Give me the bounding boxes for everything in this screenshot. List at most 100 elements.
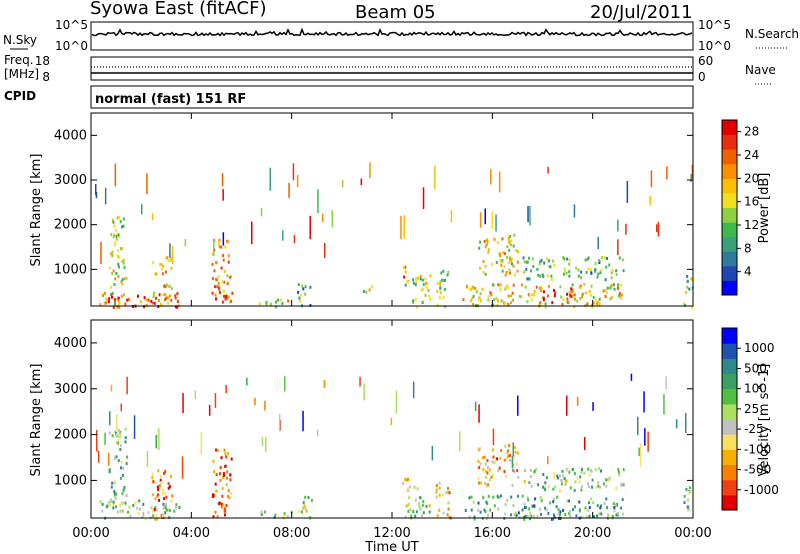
echo-cell bbox=[153, 301, 156, 305]
echo-cell bbox=[215, 297, 217, 301]
echo-streak bbox=[650, 170, 653, 188]
echo-cell bbox=[223, 509, 226, 513]
echo-cell bbox=[544, 302, 547, 306]
echo-streak bbox=[675, 419, 678, 429]
echo-cell bbox=[464, 509, 467, 512]
echo-cell bbox=[578, 509, 581, 513]
echo-cell bbox=[566, 257, 569, 261]
echo-cell bbox=[122, 466, 125, 470]
echo-cell bbox=[479, 462, 482, 466]
echo-streak bbox=[490, 169, 492, 185]
echo-cell bbox=[422, 283, 425, 286]
echo-cell bbox=[116, 441, 118, 445]
echo-cell bbox=[156, 485, 159, 489]
echo-cell bbox=[539, 301, 542, 305]
echo-streak bbox=[422, 187, 425, 209]
echo-cell bbox=[477, 501, 480, 505]
echo-cell bbox=[538, 507, 541, 511]
echo-cell bbox=[517, 250, 520, 254]
echo-cell bbox=[269, 302, 272, 306]
echo-cell bbox=[281, 301, 284, 305]
echo-streak bbox=[369, 162, 371, 179]
echo-cell bbox=[221, 494, 224, 498]
echo-cell bbox=[274, 513, 277, 517]
echo-streak bbox=[495, 214, 497, 232]
echo-cell bbox=[227, 254, 230, 258]
echo-cell bbox=[599, 271, 602, 274]
echo-cell bbox=[600, 268, 603, 272]
echo-cell bbox=[167, 482, 170, 486]
echo-cell bbox=[212, 459, 215, 463]
echo-cell bbox=[99, 303, 102, 307]
echo-streak bbox=[512, 442, 514, 456]
echo-cell bbox=[486, 465, 489, 469]
echo-cell bbox=[609, 297, 612, 301]
echo-streak bbox=[116, 414, 118, 431]
echo-cell bbox=[230, 299, 233, 303]
echo-streak bbox=[584, 437, 586, 451]
echo-cell bbox=[111, 218, 114, 222]
colorbar-segment bbox=[722, 178, 737, 194]
echo-cell bbox=[110, 293, 113, 297]
echo-cell bbox=[539, 286, 542, 290]
colorbar-segment bbox=[722, 265, 737, 281]
echo-cell bbox=[108, 470, 111, 474]
echo-cell bbox=[299, 299, 302, 303]
echo-cell bbox=[214, 293, 217, 297]
echo-cell bbox=[223, 294, 226, 298]
colorbar-segment bbox=[722, 449, 737, 465]
echo-cell bbox=[618, 256, 621, 260]
echo-cell bbox=[533, 472, 536, 475]
echo-cell bbox=[543, 261, 546, 265]
echo-cell bbox=[223, 473, 225, 477]
echo-cell bbox=[504, 287, 507, 291]
power-y-axis-label: Slant Range [km] bbox=[29, 154, 44, 267]
echo-cell bbox=[409, 508, 412, 512]
echo-cell bbox=[439, 280, 442, 284]
echo-cell bbox=[443, 287, 446, 291]
echo-cell bbox=[164, 511, 167, 515]
freq-right-tick-bottom: 0 bbox=[698, 70, 706, 84]
echo-cell bbox=[510, 301, 512, 304]
echo-cell bbox=[485, 475, 488, 479]
echo-cell bbox=[442, 278, 445, 282]
echo-cell bbox=[111, 292, 114, 296]
echo-cell bbox=[147, 298, 150, 302]
echo-streak bbox=[478, 404, 480, 423]
echo-cell bbox=[123, 293, 125, 297]
echo-cell bbox=[416, 305, 419, 309]
colorbar-tick-label: 4 bbox=[744, 265, 752, 279]
echo-cell bbox=[424, 294, 427, 297]
echo-cell bbox=[410, 514, 413, 518]
echo-streak bbox=[133, 415, 136, 439]
echo-cell bbox=[686, 274, 689, 278]
echo-streak bbox=[359, 376, 361, 387]
echo-cell bbox=[594, 468, 597, 472]
echo-cell bbox=[171, 494, 174, 498]
colorbar-segment bbox=[722, 236, 737, 252]
echo-cell bbox=[158, 498, 160, 502]
colorbar-segment bbox=[722, 419, 737, 435]
echo-cell bbox=[592, 295, 595, 299]
echo-streak bbox=[685, 413, 687, 433]
echo-cell bbox=[113, 243, 116, 247]
echo-cell bbox=[406, 487, 409, 491]
echo-cell bbox=[526, 514, 529, 518]
echo-cell bbox=[412, 510, 415, 514]
echo-streak bbox=[576, 396, 579, 406]
echo-cell bbox=[214, 510, 217, 514]
echo-cell bbox=[528, 481, 531, 485]
echo-cell bbox=[161, 263, 164, 267]
echo-cell bbox=[304, 495, 307, 499]
echo-streak bbox=[95, 183, 97, 196]
echo-cell bbox=[507, 294, 510, 298]
velocity-heatmap-cells bbox=[96, 373, 692, 521]
echo-cell bbox=[580, 515, 583, 519]
echo-cell bbox=[618, 292, 621, 295]
colorbar-segment bbox=[722, 149, 737, 165]
echo-cell bbox=[170, 287, 173, 291]
echo-cell bbox=[111, 250, 114, 254]
echo-cell bbox=[508, 454, 511, 457]
echo-cell bbox=[612, 502, 615, 506]
echo-cell bbox=[568, 470, 571, 474]
